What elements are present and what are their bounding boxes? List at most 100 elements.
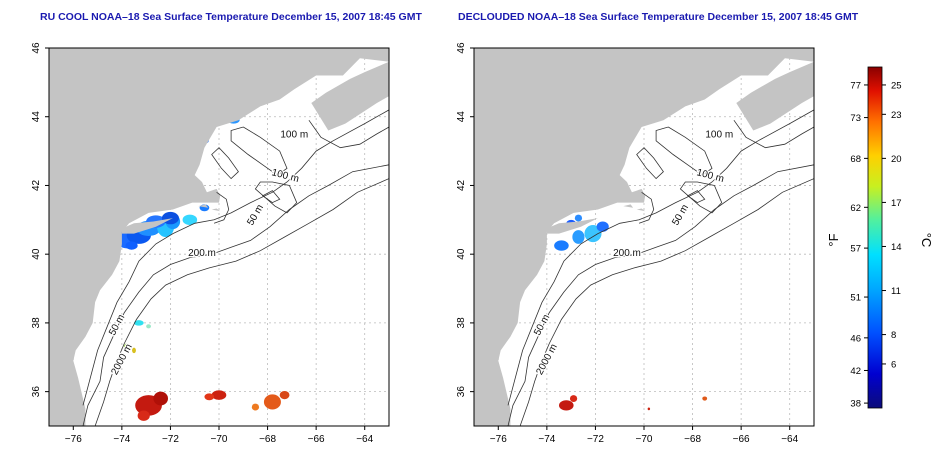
land-area	[121, 218, 173, 234]
land-area	[736, 48, 814, 131]
fahrenheit-tick-label: 51	[850, 293, 861, 304]
fahrenheit-axis-label: °F	[826, 233, 841, 246]
land-area	[311, 48, 389, 131]
sst-patch	[554, 240, 569, 251]
sst-patch	[182, 214, 198, 225]
celsius-tick-label: 23	[891, 110, 902, 121]
y-tick-label: 46	[31, 42, 42, 54]
x-tick-label: −74	[113, 434, 130, 445]
sst-patch	[574, 214, 583, 222]
x-tick-label: −72	[162, 434, 179, 445]
y-tick-label: 40	[456, 248, 467, 260]
isobath-contour	[254, 181, 298, 214]
x-tick-label: −68	[259, 434, 276, 445]
sst-patch	[251, 403, 260, 411]
sst-patch	[153, 391, 168, 406]
x-tick-label: −76	[65, 434, 82, 445]
left-map-title: RU COOL NOAA–18 Sea Surface Temperature …	[40, 11, 422, 23]
x-tick-label: −64	[781, 434, 798, 445]
isobath-contour	[261, 190, 281, 204]
contour-label: 200 m	[613, 248, 641, 259]
celsius-tick-label: 20	[891, 154, 902, 165]
x-tick-label: −72	[587, 434, 604, 445]
sst-patch	[584, 224, 602, 243]
sst-patch	[559, 400, 574, 411]
isobath-contour	[686, 190, 706, 204]
isobath-line	[213, 191, 230, 224]
y-tick-label: 36	[456, 386, 467, 398]
x-tick-label: −70	[636, 434, 653, 445]
celsius-tick-label: 6	[891, 359, 896, 370]
y-tick-label: 38	[31, 317, 42, 329]
contour-label: 100 m	[705, 129, 733, 140]
fahrenheit-tick-label: 46	[850, 333, 861, 344]
fahrenheit-tick-label: 42	[850, 366, 861, 377]
y-tick-label: 42	[456, 179, 467, 191]
land-area	[211, 208, 221, 212]
celsius-tick-label: 11	[891, 286, 901, 297]
land-area	[546, 218, 598, 234]
isobath-contour	[679, 181, 723, 214]
contour-label: 100 m	[280, 129, 308, 140]
colorbar-gradient	[867, 66, 883, 409]
contour-label: 200 m	[188, 248, 216, 259]
y-tick-label: 44	[456, 111, 467, 123]
isobath-line	[308, 119, 389, 149]
sst-patch	[146, 324, 151, 329]
y-tick-label: 42	[31, 179, 42, 191]
celsius-tick-label: 8	[891, 330, 896, 341]
sst-patch	[279, 390, 290, 400]
x-tick-label: −66	[733, 434, 750, 445]
right-map-title: DECLOUDED NOAA–18 Sea Surface Temperatur…	[458, 11, 859, 23]
y-tick-label: 40	[31, 248, 42, 260]
sst-patch	[572, 230, 585, 244]
land-area	[49, 48, 389, 426]
sst-patch	[647, 407, 651, 411]
isobath-contour	[230, 126, 288, 176]
fahrenheit-tick-label: 68	[850, 154, 861, 165]
land-area	[474, 48, 814, 426]
isobath-contour	[655, 126, 713, 176]
sst-patch	[132, 347, 136, 354]
isobath-line	[82, 164, 389, 426]
x-tick-label: −70	[211, 434, 228, 445]
isobath-line	[733, 119, 814, 149]
land-area	[623, 204, 634, 208]
sst-patch	[263, 394, 281, 410]
isobath-contour	[636, 147, 664, 180]
isobath-line	[507, 109, 814, 406]
y-tick-label: 36	[31, 386, 42, 398]
celsius-tick-label: 14	[891, 242, 902, 253]
y-tick-label: 44	[31, 111, 42, 123]
isobath-line	[638, 191, 655, 224]
y-tick-label: 46	[456, 42, 467, 54]
isobath-line	[82, 109, 389, 406]
x-tick-label: −74	[538, 434, 555, 445]
sst-patch	[596, 221, 609, 232]
fahrenheit-tick-label: 62	[850, 203, 861, 214]
fahrenheit-tick-label: 77	[850, 80, 861, 91]
sst-patch	[204, 393, 215, 401]
isobath-line	[519, 178, 814, 426]
x-tick-label: −64	[356, 434, 373, 445]
land-area	[198, 204, 209, 208]
sst-patch	[125, 241, 138, 250]
celsius-tick-label: 17	[891, 198, 902, 209]
celsius-tick-label: 25	[891, 80, 902, 91]
isobath-line	[94, 178, 389, 426]
isobath-line	[507, 164, 814, 426]
sst-patch	[123, 343, 130, 351]
isobath-contour	[211, 147, 239, 180]
fahrenheit-tick-label: 38	[850, 399, 861, 410]
y-tick-label: 38	[456, 317, 467, 329]
land-area	[636, 208, 646, 212]
x-tick-label: −76	[490, 434, 507, 445]
celsius-axis-label: °C	[919, 233, 934, 248]
fahrenheit-tick-label: 57	[850, 244, 861, 255]
sst-patch	[211, 390, 227, 400]
